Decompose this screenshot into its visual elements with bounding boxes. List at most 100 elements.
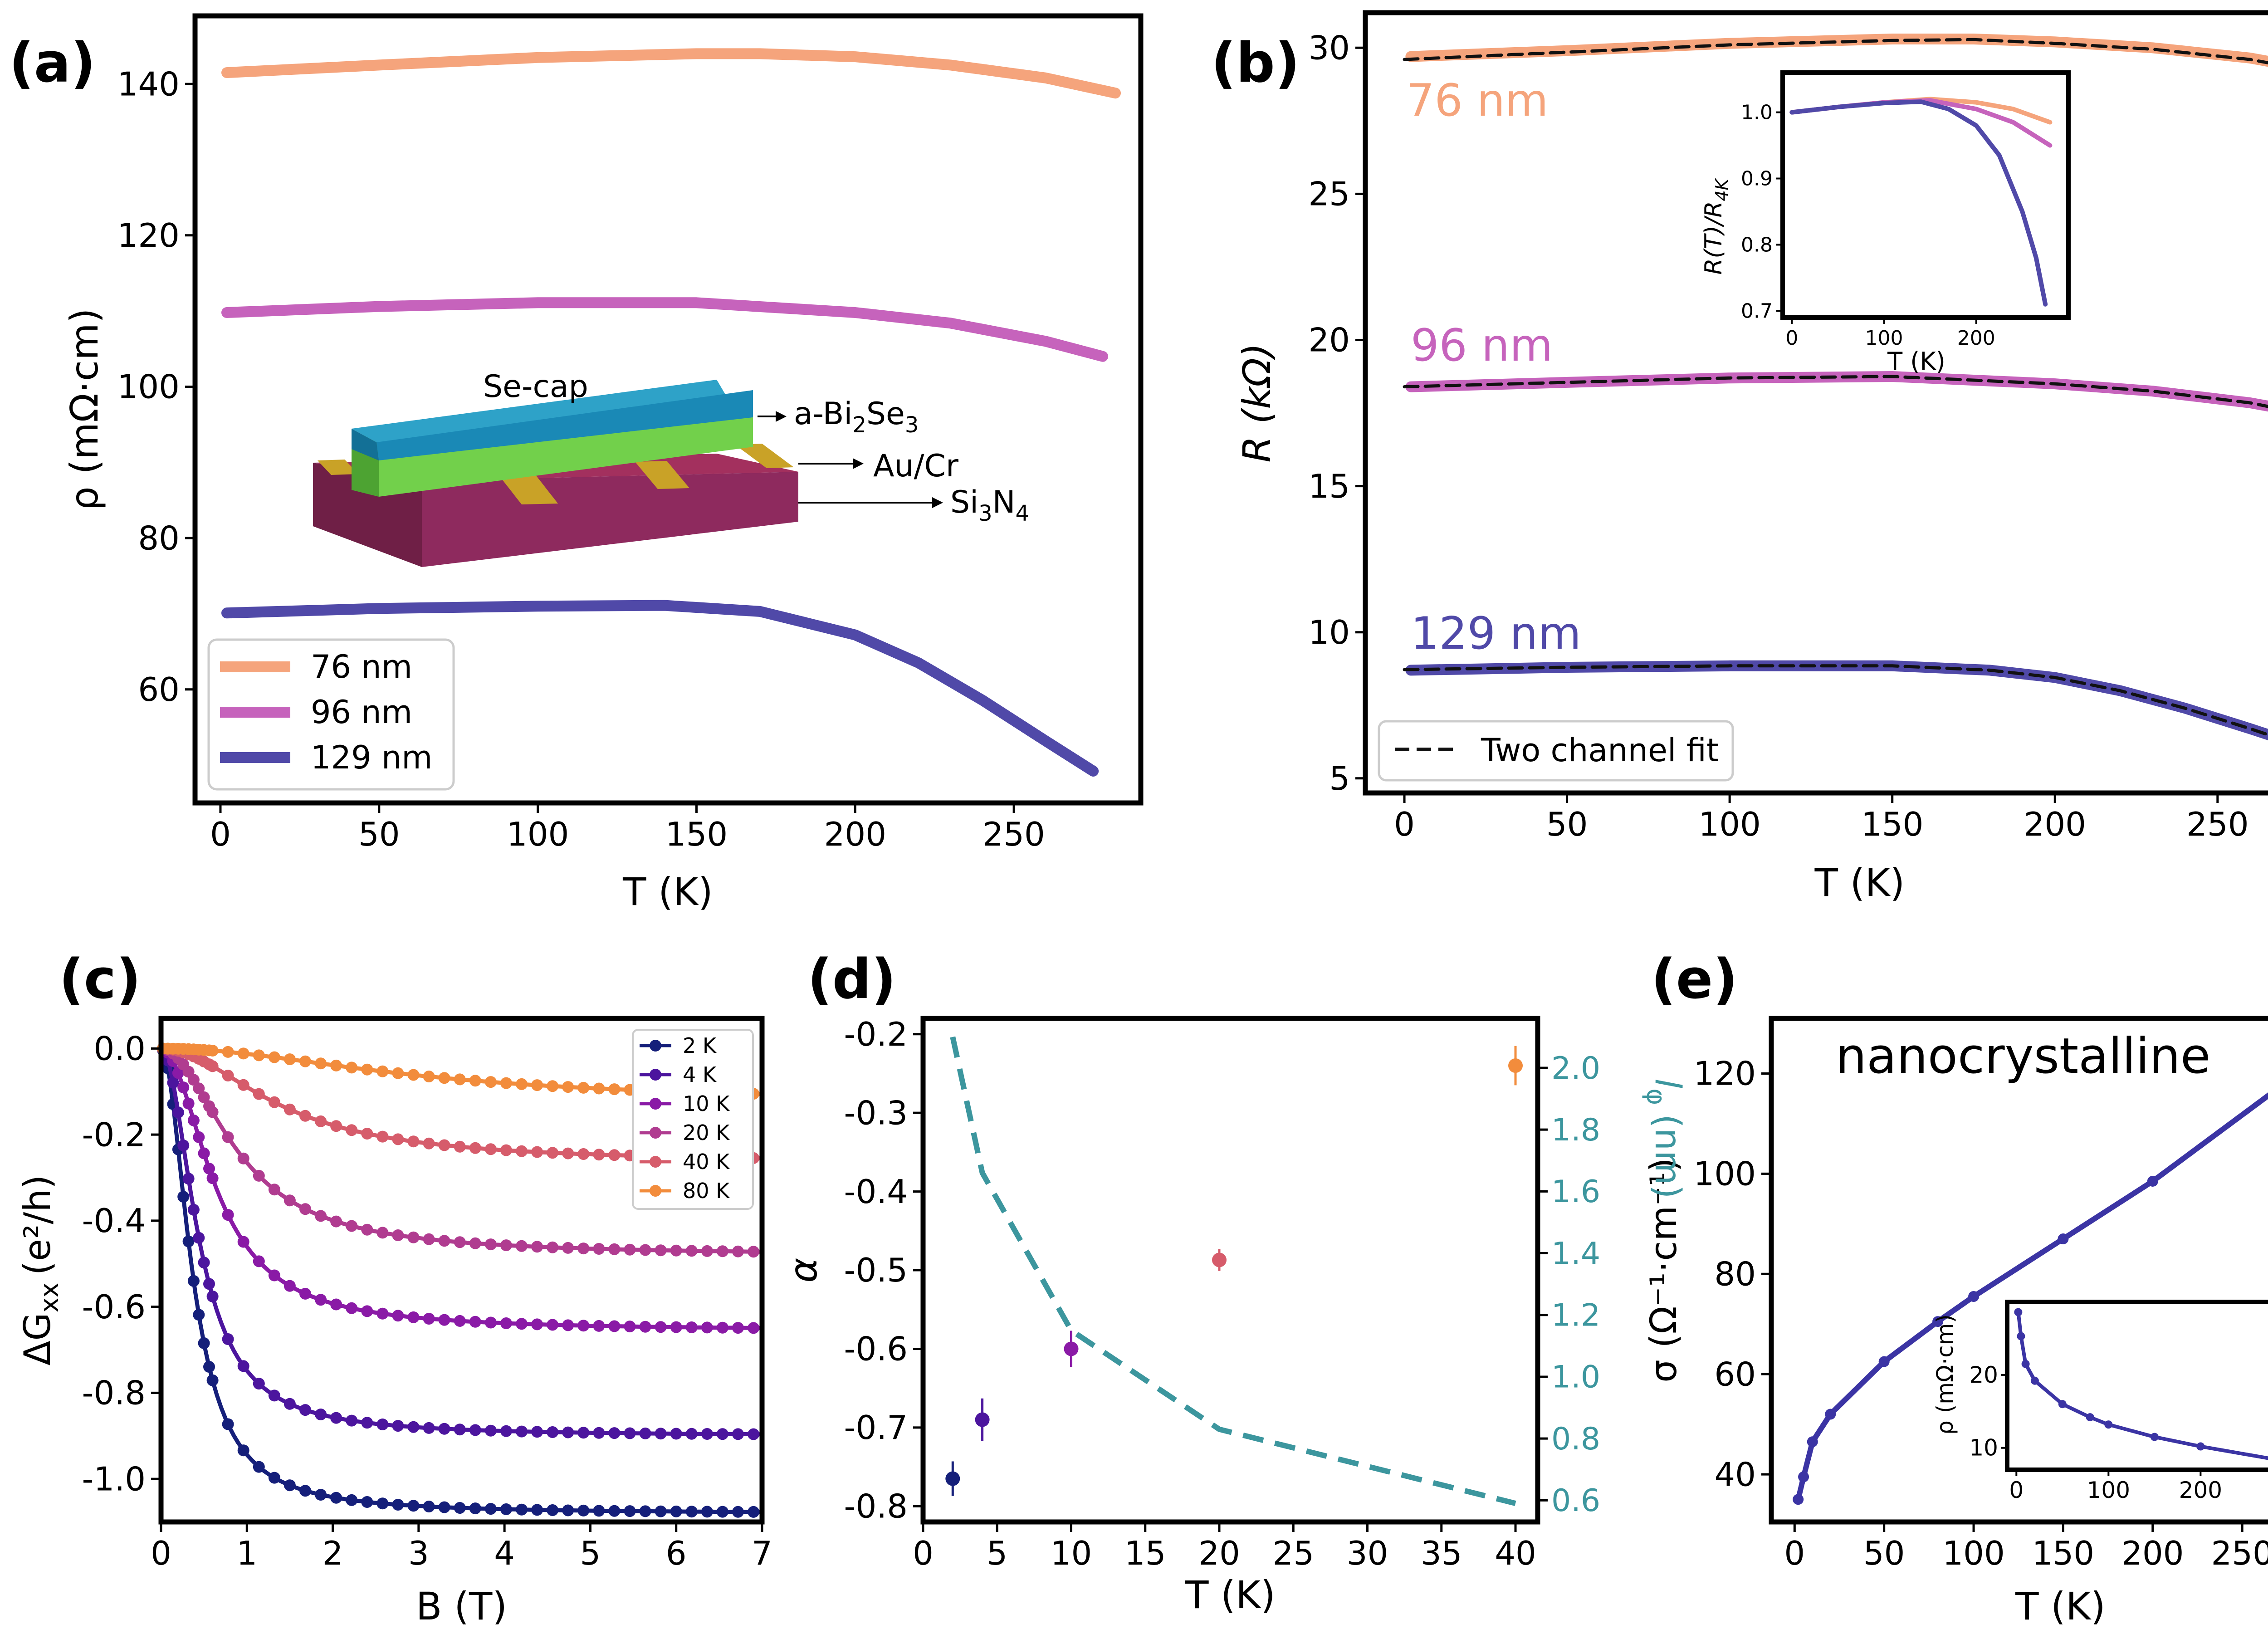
data-point-20-K bbox=[187, 1074, 200, 1086]
alpha-point-40K bbox=[1508, 1058, 1523, 1073]
data-point-4-K bbox=[167, 1076, 179, 1089]
data-point-20-K bbox=[392, 1229, 404, 1241]
d-y2-tick-label: 1.6 bbox=[1551, 1174, 1600, 1210]
data-point-10-K bbox=[222, 1209, 234, 1221]
data-point-10-K bbox=[346, 1302, 358, 1314]
data-point-2-K bbox=[732, 1506, 744, 1518]
legend-box bbox=[1378, 720, 1734, 782]
nanocrystalline-title: nanocrystalline bbox=[1836, 1028, 2211, 1085]
data-point-4-K bbox=[748, 1428, 760, 1440]
schematic-cap-label: Se-cap bbox=[483, 369, 588, 405]
alpha-point-20K bbox=[1212, 1252, 1227, 1267]
e-x-tick-label: 200 bbox=[2121, 1534, 2184, 1572]
legend-marker-2-K bbox=[650, 1040, 661, 1052]
c-y-tick-label: -0.4 bbox=[82, 1202, 146, 1240]
data-point-80-K bbox=[253, 1049, 265, 1062]
sigma-point bbox=[2058, 1233, 2069, 1244]
data-point-80-K bbox=[299, 1055, 311, 1067]
data-point-80-K bbox=[407, 1069, 420, 1081]
data-point-10-K bbox=[206, 1172, 219, 1184]
inset-x-tick-label: 0 bbox=[2009, 1477, 2024, 1503]
inset-rho-point bbox=[2196, 1442, 2205, 1451]
data-point-40-K bbox=[562, 1147, 574, 1159]
data-point-80-K bbox=[423, 1071, 435, 1082]
data-point-80-K bbox=[330, 1059, 342, 1071]
data-point-80-K bbox=[469, 1075, 481, 1087]
inset-rho-point bbox=[2150, 1433, 2159, 1441]
data-point-20-K bbox=[237, 1152, 249, 1164]
sigma-point bbox=[1968, 1291, 1980, 1302]
data-point-2-K bbox=[624, 1505, 636, 1517]
sigma-point bbox=[1932, 1316, 1944, 1327]
data-point-10-K bbox=[577, 1320, 590, 1332]
lphi-axis-label: lφ(nm) bbox=[1641, 1079, 1688, 1199]
data-point-80-K bbox=[593, 1082, 605, 1095]
series-label-76-nm: 76 nm bbox=[1406, 75, 1548, 127]
data-point-40-K bbox=[299, 1110, 311, 1122]
data-point-40-K bbox=[454, 1140, 466, 1153]
d-x-tick-label: 35 bbox=[1421, 1534, 1462, 1572]
cap-front bbox=[376, 390, 753, 460]
x-axis-label: T (K) bbox=[2015, 1584, 2106, 1629]
cap-side bbox=[352, 429, 379, 460]
d-y2-tick-label: 1.4 bbox=[1551, 1236, 1600, 1272]
data-point-10-K bbox=[330, 1298, 342, 1311]
data-point-2-K bbox=[547, 1504, 559, 1516]
inset-frame bbox=[1780, 70, 2071, 320]
data-point-40-K bbox=[330, 1120, 342, 1132]
data-point-10-K bbox=[593, 1320, 605, 1332]
b-y-tick-label: 10 bbox=[1308, 613, 1350, 651]
data-point-4-K bbox=[531, 1426, 543, 1438]
y-axis-label: R (kΩ) bbox=[1235, 343, 1279, 462]
data-point-20-K bbox=[346, 1220, 358, 1232]
data-point-10-K bbox=[454, 1315, 466, 1327]
data-point-20-K bbox=[222, 1131, 234, 1143]
panel-b-resistance-plot: 0 50 100 150 200 250 5 10 15 20 25 30 T (K) R (kΩ) 76 … bbox=[1235, 10, 2268, 905]
data-point-2-K bbox=[376, 1497, 389, 1510]
data-point-4-K bbox=[346, 1414, 358, 1427]
inset-rho-point bbox=[2104, 1420, 2113, 1429]
d-y-tick-label: -0.3 bbox=[844, 1094, 908, 1132]
data-point-4-K bbox=[193, 1232, 205, 1244]
data-point-10-K bbox=[670, 1321, 682, 1333]
data-point-10-K bbox=[531, 1318, 543, 1331]
b-y-tick-label: 5 bbox=[1329, 759, 1350, 797]
data-point-80-K bbox=[454, 1073, 466, 1086]
alpha-point-2K bbox=[945, 1471, 960, 1486]
legend-label-80-K: 80 K bbox=[683, 1179, 730, 1203]
data-point-4-K bbox=[198, 1257, 210, 1269]
x-axis-label: T (K) bbox=[1185, 1573, 1276, 1617]
legend-marker-10-K bbox=[650, 1098, 661, 1110]
data-point-20-K bbox=[639, 1244, 651, 1256]
data-point-2-K bbox=[655, 1505, 667, 1517]
data-point-10-K bbox=[177, 1081, 190, 1094]
d-y-tick-label: -0.2 bbox=[844, 1015, 908, 1053]
a-y-tick-label: 80 bbox=[138, 519, 180, 557]
data-point-4-K bbox=[685, 1428, 698, 1440]
data-point-40-K bbox=[608, 1149, 621, 1161]
data-point-4-K bbox=[593, 1427, 605, 1439]
plot-frame bbox=[1769, 1016, 2268, 1525]
data-point-10-K bbox=[361, 1305, 373, 1317]
d-x-tick-label: 20 bbox=[1198, 1534, 1240, 1572]
d-y2-tick-label: 1.8 bbox=[1551, 1112, 1600, 1148]
data-point-4-K bbox=[187, 1203, 200, 1216]
data-point-20-K bbox=[701, 1245, 713, 1257]
data-point-80-K bbox=[516, 1078, 528, 1090]
data-point-10-K bbox=[193, 1131, 205, 1143]
data-point-4-K bbox=[670, 1428, 682, 1440]
inset-rho-line bbox=[2016, 1310, 2268, 1460]
data-point-20-K bbox=[608, 1243, 621, 1255]
d-x-tick-label: 25 bbox=[1272, 1534, 1314, 1572]
e-y-tick-label: 40 bbox=[1714, 1455, 1756, 1493]
d-x-tick-label: 0 bbox=[913, 1534, 934, 1572]
data-point-10-K bbox=[438, 1314, 450, 1326]
data-point-4-K bbox=[268, 1389, 280, 1402]
sigma-line bbox=[1795, 1092, 2268, 1502]
data-point-80-K bbox=[577, 1081, 590, 1094]
data-point-4-K bbox=[392, 1420, 404, 1432]
data-point-2-K bbox=[577, 1504, 590, 1516]
data-point-4-K bbox=[516, 1425, 528, 1438]
lphi-unit: (nm) bbox=[1647, 1114, 1688, 1199]
data-point-20-K bbox=[454, 1236, 466, 1248]
